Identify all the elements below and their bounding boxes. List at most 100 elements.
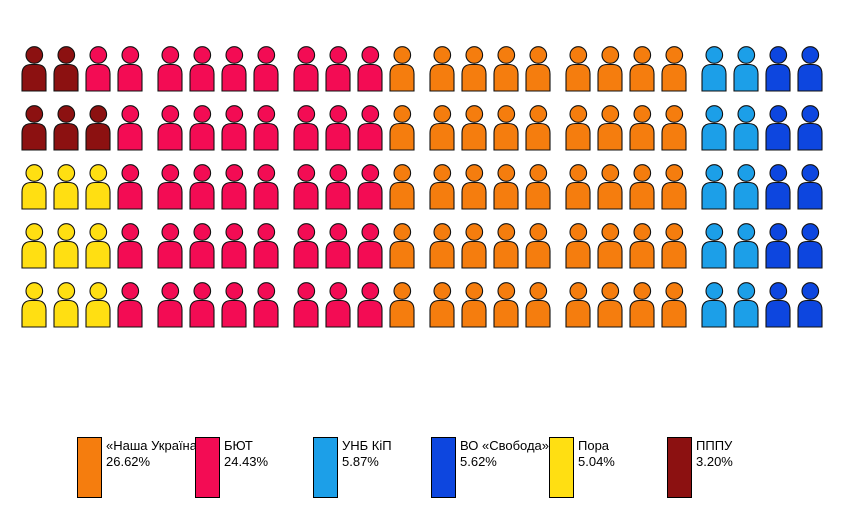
person-icon bbox=[157, 105, 183, 151]
person-icon bbox=[765, 164, 791, 210]
icon-group bbox=[700, 45, 824, 93]
icon-group bbox=[156, 163, 280, 211]
person-icon bbox=[701, 105, 727, 151]
legend: «Наша Україна» 26.62% БЮТ 24.43% УНБ КіП 5.87… bbox=[77, 437, 785, 498]
person-icon bbox=[429, 105, 455, 151]
icon-row-4 bbox=[20, 222, 824, 270]
person-icon bbox=[629, 46, 655, 92]
person-icon bbox=[493, 46, 519, 92]
person-icon bbox=[189, 164, 215, 210]
person-icon bbox=[461, 105, 487, 151]
person-icon bbox=[357, 46, 383, 92]
person-icon bbox=[221, 223, 247, 269]
person-icon bbox=[565, 105, 591, 151]
person-icon bbox=[661, 105, 687, 151]
icon-row-3 bbox=[20, 163, 824, 211]
icon-group bbox=[292, 222, 416, 270]
person-icon bbox=[157, 282, 183, 328]
legend-item-4: ВО «Свобода» 5.62% bbox=[431, 437, 549, 498]
icon-group bbox=[428, 163, 552, 211]
person-icon bbox=[733, 223, 759, 269]
person-icon bbox=[293, 105, 319, 151]
person-icon bbox=[661, 282, 687, 328]
icon-group bbox=[20, 281, 144, 329]
icon-group bbox=[292, 281, 416, 329]
person-icon bbox=[461, 282, 487, 328]
legend-label: Пора 5.04% bbox=[578, 437, 615, 470]
person-icon bbox=[221, 282, 247, 328]
person-icon bbox=[85, 223, 111, 269]
icon-row-1 bbox=[20, 45, 824, 93]
person-icon bbox=[597, 164, 623, 210]
person-icon bbox=[493, 282, 519, 328]
person-icon bbox=[461, 164, 487, 210]
person-icon bbox=[629, 223, 655, 269]
person-icon bbox=[733, 164, 759, 210]
person-icon bbox=[629, 164, 655, 210]
person-icon bbox=[389, 164, 415, 210]
person-icon bbox=[525, 46, 551, 92]
icon-group bbox=[428, 104, 552, 152]
person-icon bbox=[325, 282, 351, 328]
person-icon bbox=[701, 282, 727, 328]
person-icon bbox=[525, 105, 551, 151]
person-icon bbox=[629, 105, 655, 151]
person-icon bbox=[525, 164, 551, 210]
icon-group bbox=[428, 222, 552, 270]
person-icon bbox=[21, 46, 47, 92]
icon-group bbox=[156, 45, 280, 93]
legend-party-name: «Наша Україна» bbox=[106, 438, 205, 453]
person-icon bbox=[53, 105, 79, 151]
person-icon bbox=[493, 223, 519, 269]
person-icon bbox=[253, 164, 279, 210]
person-icon bbox=[117, 46, 143, 92]
icon-group bbox=[156, 222, 280, 270]
person-icon bbox=[389, 46, 415, 92]
person-icon bbox=[389, 105, 415, 151]
person-icon bbox=[253, 282, 279, 328]
icon-group bbox=[564, 163, 688, 211]
icon-row-2 bbox=[20, 104, 824, 152]
person-icon bbox=[293, 164, 319, 210]
icon-group bbox=[700, 222, 824, 270]
icon-group bbox=[20, 222, 144, 270]
icon-group bbox=[700, 281, 824, 329]
person-icon bbox=[85, 46, 111, 92]
person-icon bbox=[701, 223, 727, 269]
legend-party-percent: 5.04% bbox=[578, 454, 615, 469]
person-icon bbox=[21, 223, 47, 269]
person-icon bbox=[85, 164, 111, 210]
legend-party-name: Пора bbox=[578, 438, 610, 453]
person-icon bbox=[797, 223, 823, 269]
icon-group bbox=[564, 222, 688, 270]
person-icon bbox=[565, 223, 591, 269]
icon-group bbox=[292, 45, 416, 93]
person-icon bbox=[221, 46, 247, 92]
person-icon bbox=[525, 282, 551, 328]
person-icon bbox=[461, 223, 487, 269]
legend-swatch bbox=[549, 437, 574, 498]
person-icon bbox=[493, 105, 519, 151]
person-icon bbox=[325, 46, 351, 92]
person-icon bbox=[597, 282, 623, 328]
person-icon bbox=[253, 223, 279, 269]
person-icon bbox=[357, 223, 383, 269]
person-icon bbox=[357, 105, 383, 151]
person-icon bbox=[21, 282, 47, 328]
person-icon bbox=[189, 282, 215, 328]
icon-group bbox=[292, 163, 416, 211]
person-icon bbox=[157, 223, 183, 269]
person-icon bbox=[661, 164, 687, 210]
person-icon bbox=[429, 46, 455, 92]
person-icon bbox=[117, 164, 143, 210]
person-icon bbox=[221, 105, 247, 151]
person-icon bbox=[157, 164, 183, 210]
legend-item-6: ПППУ 3.20% bbox=[667, 437, 785, 498]
icon-group bbox=[564, 45, 688, 93]
person-icon bbox=[157, 46, 183, 92]
legend-item-3: УНБ КіП 5.87% bbox=[313, 437, 431, 498]
person-icon bbox=[21, 164, 47, 210]
legend-label: «Наша Україна» 26.62% bbox=[106, 437, 204, 470]
person-icon bbox=[117, 105, 143, 151]
